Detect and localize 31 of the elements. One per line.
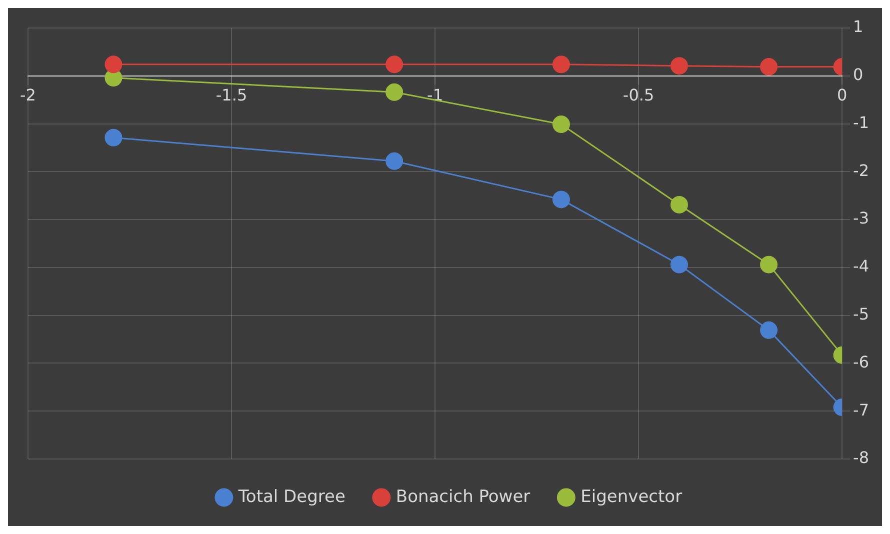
point bbox=[670, 256, 688, 274]
x-tick-label: -2 bbox=[20, 86, 36, 105]
legend-label: Total Degree bbox=[237, 486, 346, 507]
point bbox=[104, 128, 122, 146]
y-tick-label: -4 bbox=[853, 256, 869, 276]
point bbox=[670, 57, 688, 75]
y-tick-label: 0 bbox=[853, 65, 864, 84]
y-tick-label: -1 bbox=[853, 112, 869, 132]
y-tick-label: -5 bbox=[853, 304, 869, 324]
y-tick-label: -6 bbox=[853, 352, 869, 372]
y-tick-label: 1 bbox=[853, 17, 864, 36]
y-tick-label: -3 bbox=[853, 208, 869, 228]
x-tick-label: 0 bbox=[836, 86, 848, 105]
point bbox=[386, 56, 404, 74]
point bbox=[760, 58, 778, 76]
x-tick-label: -1.5 bbox=[216, 86, 248, 105]
point bbox=[386, 152, 404, 170]
point bbox=[760, 321, 778, 339]
x-tick-label: -0.5 bbox=[622, 86, 654, 105]
legend-label: Eigenvector bbox=[580, 486, 682, 507]
y-tick-label: -2 bbox=[853, 160, 869, 180]
point bbox=[760, 256, 778, 274]
point bbox=[386, 83, 404, 101]
point bbox=[670, 196, 688, 214]
legend-label: Bonacich Power bbox=[396, 486, 530, 507]
point bbox=[552, 56, 570, 74]
y-tick-label: -7 bbox=[853, 400, 869, 420]
point bbox=[552, 190, 570, 208]
point bbox=[104, 56, 122, 74]
point bbox=[552, 116, 570, 134]
y-tick-label: -8 bbox=[853, 448, 869, 468]
